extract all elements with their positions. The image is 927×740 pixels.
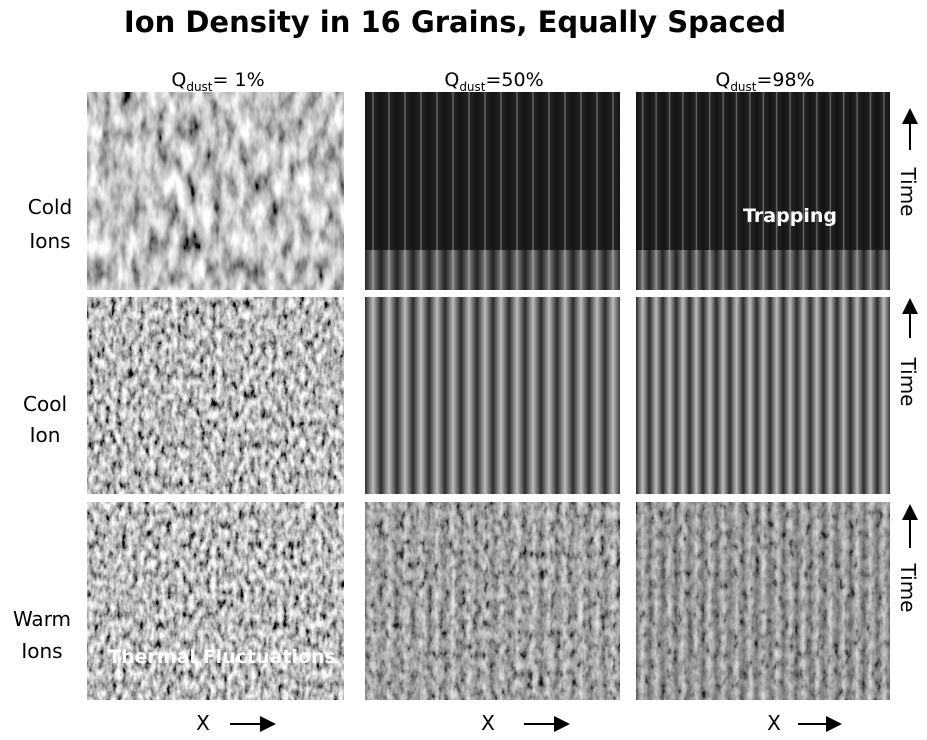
time-label: Time <box>896 563 920 613</box>
x-label: X <box>767 711 781 735</box>
panel-detail <box>365 502 620 700</box>
panel <box>87 297 344 494</box>
annotation: Thermal Fluctuations <box>108 646 336 668</box>
panel-detail <box>636 502 890 700</box>
column-header: Qdust=98% <box>715 69 814 94</box>
row-label: Cool <box>23 392 67 416</box>
panel-detail <box>365 250 620 290</box>
panel <box>636 297 890 494</box>
column-header: Qdust= 1% <box>171 69 264 94</box>
panel <box>365 297 620 494</box>
column-header: Qdust=50% <box>444 69 543 94</box>
x-label: X <box>196 711 210 735</box>
time-label: Time <box>896 167 920 217</box>
row-label: Ions <box>29 229 70 253</box>
row-label: Warm <box>13 607 71 631</box>
time-label: Time <box>896 357 920 407</box>
row-label: Cold <box>28 195 72 219</box>
row-label: Ions <box>21 639 62 663</box>
row-label: Ion <box>30 423 61 447</box>
x-label: X <box>481 711 495 735</box>
annotation: Trapping <box>743 205 837 227</box>
panel <box>87 92 344 290</box>
panel-grid <box>87 92 890 700</box>
panel <box>87 502 344 700</box>
panel-detail <box>636 250 890 290</box>
figure-title: Ion Density in 16 Grains, Equally Spaced <box>124 5 786 39</box>
